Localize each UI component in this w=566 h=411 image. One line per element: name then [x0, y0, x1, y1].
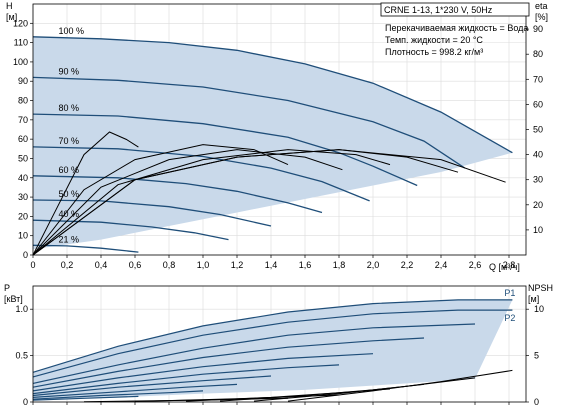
speed-label: 50 % — [59, 189, 80, 199]
curve-label-p2: P2 — [504, 313, 515, 323]
qh-curve-80 — [32, 113, 418, 187]
y-tick-label: 60 — [18, 134, 28, 144]
x-tick-label: 0,4 — [95, 260, 108, 270]
y-tick-label: 100 — [13, 57, 28, 67]
y2-tick-label: 40 — [533, 150, 543, 160]
x-tick-label: 2,2 — [401, 260, 414, 270]
power-curve — [32, 353, 374, 392]
x-tick-label: 1,0 — [197, 260, 210, 270]
y2-tick-label: 70 — [533, 74, 543, 84]
y-tick-label: 50 — [18, 153, 28, 163]
x-tick-label: 2,8 — [503, 260, 516, 270]
x-tick-label: 1,4 — [265, 260, 278, 270]
curve-label-p1: P1 — [504, 288, 515, 298]
y-tick-label: 10 — [18, 231, 28, 241]
info-line-liquid: Перекачиваемая жидкость = Вода — [385, 23, 528, 33]
plot-frame-bottom — [32, 285, 527, 403]
p-tick-label: 1.0 — [15, 304, 28, 314]
model-box — [380, 2, 530, 17]
x-tick-label: 0 — [30, 260, 35, 270]
y-tick-label: 20 — [18, 211, 28, 221]
power-curve — [32, 375, 272, 397]
speed-label: 100 % — [59, 26, 85, 36]
power-curve — [32, 364, 340, 395]
x-tick-label: 0,6 — [129, 260, 142, 270]
speed-label: 90 % — [59, 66, 80, 76]
head-eta-panel: 100 % 90 % 80 % 70 % 60 % 50 % 40 % 21 % 0 0,2 0,4… — [13, 3, 543, 270]
eta-curve — [32, 149, 343, 256]
power-curve-p2 — [32, 309, 513, 378]
power-curve-p1 — [32, 299, 513, 373]
y2-axis-title-eta: eta [%] — [535, 1, 548, 22]
y2-tick-label: 10 — [533, 225, 543, 235]
npsh-tick-label: 5 — [534, 351, 539, 361]
x-tick-label: 1,8 — [333, 260, 346, 270]
speed-label: 70 % — [59, 136, 80, 146]
speed-label: 40 % — [59, 209, 80, 219]
power-curve — [32, 323, 476, 384]
x-tick-label: 0,2 — [61, 260, 74, 270]
npsh-curve — [83, 397, 289, 403]
y2-tick-label: 90 — [533, 24, 543, 34]
y2-tick-label: 50 — [533, 125, 543, 135]
y-axis-title-p: P [кВт] — [4, 283, 23, 304]
qh-curve-100 — [32, 36, 513, 154]
x-tick-label: 1,6 — [299, 260, 312, 270]
y-tick-label: 80 — [18, 96, 28, 106]
info-line-temperature: Темп. жидкости = 20 °C — [385, 35, 483, 45]
y-tick-label: 40 — [18, 173, 28, 183]
p-tick-label: 0.5 — [15, 351, 28, 361]
npsh-tick-label: 0 — [534, 397, 539, 407]
x-tick-label: 2,0 — [367, 260, 380, 270]
x-axis-title-q: Q [м³/ч] — [489, 262, 520, 272]
y-tick-label: 0 — [23, 250, 28, 260]
y2-axis-title-npsh: NPSH [м] — [528, 283, 553, 304]
speed-label: 21 % — [59, 234, 80, 244]
y-tick-label: 30 — [18, 192, 28, 202]
eta-curve — [32, 149, 391, 256]
qh-curve-70 — [32, 146, 370, 202]
p-tick-label: 0 — [23, 397, 28, 407]
x-tick-label: 2,6 — [469, 260, 482, 270]
power-curve — [32, 395, 139, 401]
npsh-tick-label: 10 — [534, 304, 544, 314]
eta-curve — [32, 149, 506, 256]
eta-curve — [32, 131, 139, 256]
y-tick-label: 120 — [13, 18, 28, 28]
y-axis-title-h: H [м] — [6, 1, 17, 22]
y-tick-label: 90 — [18, 76, 28, 86]
speed-label: 60 % — [59, 165, 80, 175]
power-npsh-panel: P1 P2 0 0.5 1.0 0 5 10 — [15, 285, 544, 407]
y2-tick-label: 30 — [533, 175, 543, 185]
info-line-density: Плотность = 998.2 кг/м³ — [385, 47, 483, 57]
operating-range-area — [33, 36, 513, 250]
x-tick-label: 2,4 — [435, 260, 448, 270]
speed-label: 80 % — [59, 103, 80, 113]
y2-tick-label: 80 — [533, 49, 543, 59]
y2-tick-label: 60 — [533, 99, 543, 109]
model-label: CRNE 1-13, 1*230 V, 50Hz — [384, 5, 493, 15]
y2-tick-label: 20 — [533, 200, 543, 210]
y-tick-label: 110 — [14, 38, 28, 48]
x-tick-label: 0,8 — [163, 260, 176, 270]
qh-curve-90 — [32, 76, 466, 169]
qh-curve-50 — [32, 199, 272, 227]
power-curve — [32, 390, 204, 400]
x-tick-label: 1,2 — [231, 260, 244, 270]
power-curve — [32, 337, 425, 388]
power-curve — [32, 383, 238, 398]
qh-curve-21 — [32, 244, 139, 253]
y-tick-label: 70 — [18, 115, 28, 125]
